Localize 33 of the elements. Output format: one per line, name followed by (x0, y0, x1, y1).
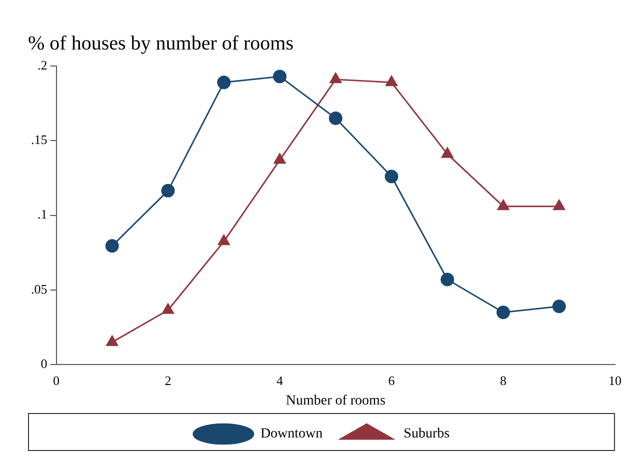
x-axis-title: Number of rooms (286, 393, 386, 408)
point (496, 306, 510, 320)
point (274, 153, 286, 164)
x-tick-label: 10 (608, 372, 622, 388)
point (217, 76, 231, 90)
point (106, 335, 118, 346)
point (161, 184, 175, 198)
point (273, 70, 286, 84)
point (441, 147, 454, 158)
y-tick-label: .15 (31, 132, 48, 148)
x-tick-label: 4 (276, 372, 284, 388)
point (497, 200, 510, 210)
point (386, 76, 398, 86)
y-tick-label: .1 (38, 206, 48, 222)
point (105, 239, 119, 253)
point (553, 200, 566, 210)
point (330, 72, 342, 84)
x-tick-label: 6 (388, 372, 396, 388)
y-tick-label: .2 (38, 57, 48, 72)
chart-title: % of houses by number of rooms (28, 32, 294, 54)
point (218, 234, 230, 246)
legend-label: Downtown (260, 426, 323, 442)
x-tick-label: 8 (500, 372, 506, 388)
y-tick-label: 0 (40, 356, 48, 372)
point (552, 300, 566, 314)
legend-label: Suburbs (404, 426, 450, 442)
point (384, 170, 398, 184)
y-tick-label: .05 (31, 281, 48, 296)
point (328, 112, 342, 126)
point (162, 303, 174, 314)
point (440, 272, 454, 286)
x-tick-label: 0 (53, 372, 60, 388)
x-tick-label: 2 (164, 372, 172, 388)
